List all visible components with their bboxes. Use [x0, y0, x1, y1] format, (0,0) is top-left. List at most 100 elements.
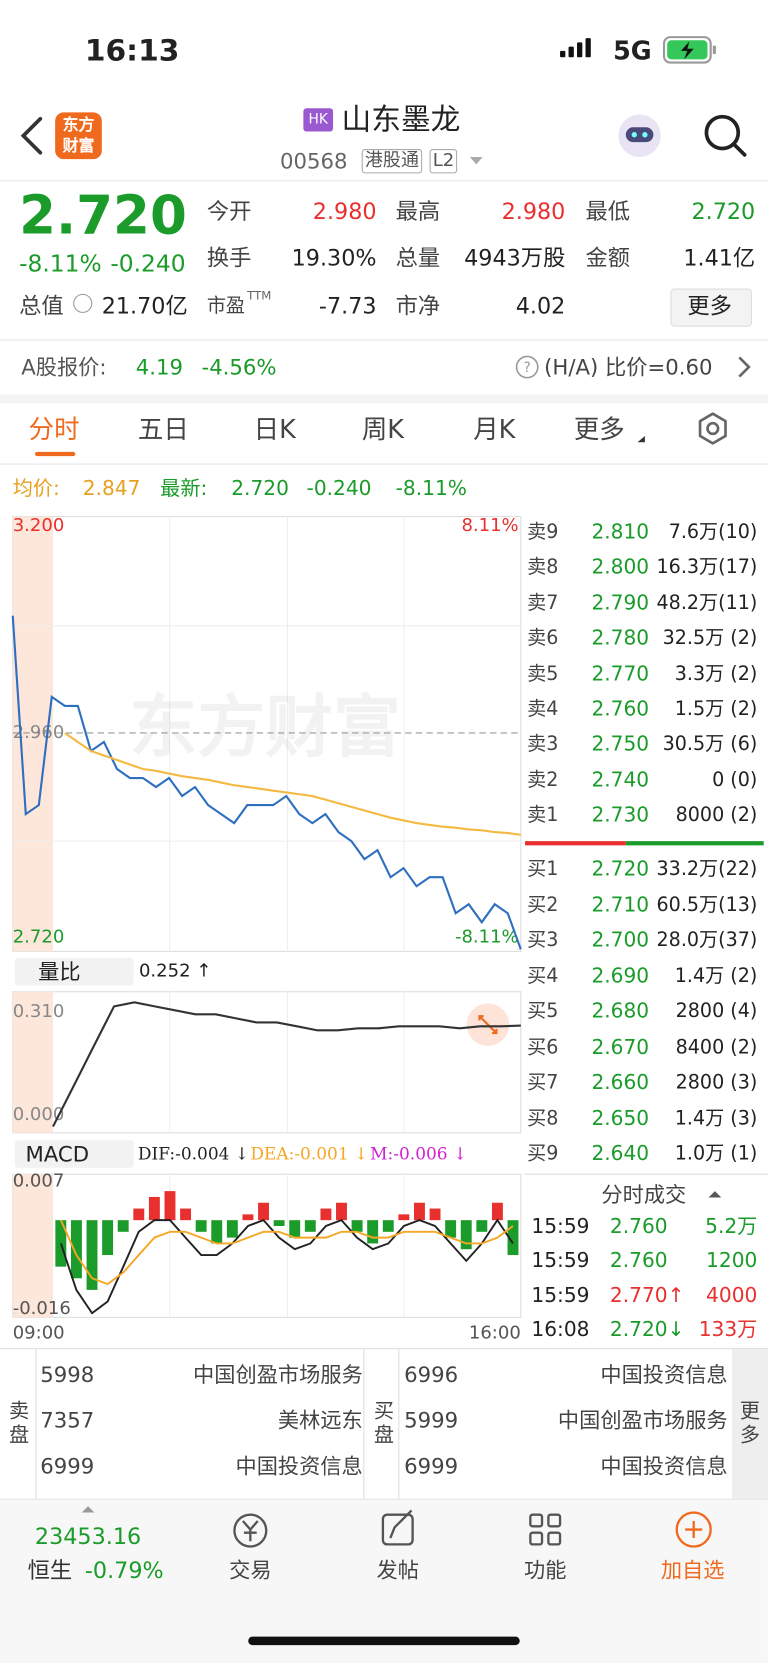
back-button[interactable]: [20, 116, 43, 155]
chevron[interactable]: [738, 356, 751, 378]
logo-text[interactable]: 财富: [62, 136, 95, 156]
more-button[interactable]: [670, 288, 753, 327]
index-name[interactable]: 恒生: [27, 1557, 73, 1584]
book-volume: 16.3万(17): [656, 556, 758, 579]
field-value: 2.720: [691, 198, 756, 225]
book-level: 卖5: [527, 662, 559, 685]
macd-bar: [133, 1208, 145, 1221]
assistant-avatar[interactable]: [618, 114, 661, 157]
dropdown-arrow[interactable]: [469, 156, 483, 165]
book-volume: 1.0万 (1): [674, 1142, 758, 1165]
avg-value: 2.847: [82, 476, 141, 501]
macd-bar: [413, 1202, 425, 1221]
book-price: 2.660: [591, 1070, 650, 1095]
add-watch-icon: [675, 1511, 712, 1548]
trade-volume: 5.2万: [705, 1215, 758, 1239]
sell-queue-label: 卖盘: [8, 1399, 30, 1447]
total-value-info[interactable]: [73, 293, 93, 313]
field-value: 2.980: [501, 198, 566, 225]
indicator-current: 0.252 ↑: [138, 960, 212, 982]
indicator-dropdown[interactable]: [14, 1140, 134, 1168]
stock-name: 山东墨龙: [341, 101, 461, 137]
macd-bar: [55, 1220, 67, 1267]
macd-bar: [476, 1220, 488, 1232]
tab[interactable]: 五日: [137, 414, 189, 445]
book-volume: 1.5万 (2): [674, 697, 758, 721]
nav-item[interactable]: 功能: [523, 1557, 567, 1583]
field-value: 2.980: [312, 198, 377, 225]
series-line: [60, 1219, 514, 1286]
indicator-dropdown[interactable]: [14, 957, 134, 986]
broker-more[interactable]: 更多: [739, 1399, 760, 1447]
header-divider: [0, 180, 768, 182]
book-price: 2.800: [591, 555, 650, 580]
broker-panel: [0, 1348, 768, 1500]
nav-item[interactable]: 发帖: [376, 1557, 419, 1583]
a-share-price: 4.19: [135, 354, 184, 380]
logo[interactable]: [55, 112, 102, 160]
nav-item[interactable]: 加自选: [660, 1557, 725, 1583]
book-level: 买5: [527, 1000, 559, 1023]
battery-icon: [662, 36, 716, 64]
tab[interactable]: 月K: [473, 414, 516, 445]
book-level: 卖1: [527, 804, 559, 827]
book-level: 买9: [527, 1142, 559, 1165]
y-tick-label: 0.007: [13, 1171, 65, 1192]
more-button-text[interactable]: 更多: [687, 293, 732, 319]
index-pct[interactable]: -0.79%: [84, 1557, 164, 1584]
macd-bar: [211, 1220, 223, 1244]
nav-item[interactable]: 交易: [229, 1557, 272, 1583]
settings-button[interactable]: [698, 412, 727, 445]
tab[interactable]: 更多: [573, 414, 625, 445]
book-price: 2.650: [591, 1106, 650, 1130]
last-price: 2.720: [19, 184, 187, 247]
book-price: 2.720: [591, 857, 650, 881]
trades-arrow: [708, 1191, 722, 1198]
broker-name: 中国创盈市场服务: [557, 1407, 728, 1434]
tab[interactable]: 周K: [361, 414, 404, 445]
orientation-button[interactable]: [478, 1015, 498, 1035]
broker-name: 中国投资信息: [600, 1453, 728, 1479]
trade-price: 2.760: [609, 1215, 668, 1239]
ha-ratio[interactable]: (H/A) 比价=0.60: [544, 354, 713, 380]
book-volume: 2800 (4): [675, 1000, 758, 1023]
search-button[interactable]: [704, 114, 747, 157]
last-value: 2.720: [231, 476, 289, 501]
tab[interactable]: 日K: [253, 414, 296, 445]
macd-bar: [180, 1208, 192, 1221]
a-share-label: A股报价:: [21, 354, 107, 380]
field-label: 市净: [395, 293, 441, 319]
macd-bar: [351, 1220, 363, 1232]
y-tick-label: 0.000: [13, 1104, 65, 1125]
book-level: 卖3: [527, 733, 559, 756]
book-price: 2.680: [591, 999, 650, 1024]
logo-text[interactable]: 东方: [62, 115, 95, 135]
book-volume: 60.5万(13): [656, 893, 758, 916]
macd-bar: [382, 1220, 394, 1232]
book-price: 2.640: [591, 1141, 650, 1166]
info-icon[interactable]: ?: [515, 355, 539, 379]
series-line: [52, 1001, 521, 1127]
book-volume: 1.4万 (2): [674, 964, 758, 987]
macd-bar: [102, 1220, 114, 1256]
field-value: -7.73: [318, 293, 377, 319]
trade-volume: 1200: [706, 1249, 758, 1273]
indicator-title[interactable]: MACD: [25, 1141, 90, 1167]
market-badge-text: HK: [308, 111, 328, 128]
trades-title[interactable]: 分时成交: [601, 1181, 687, 1208]
y-tick-label: 2.720: [13, 927, 65, 948]
book-price: 2.810: [591, 520, 650, 544]
book-price: 2.700: [591, 928, 650, 952]
field-value: 19.30%: [291, 245, 377, 272]
index-value[interactable]: 23453.16: [34, 1523, 142, 1550]
tab[interactable]: 分时: [28, 414, 80, 445]
indicator-title[interactable]: 量比: [38, 958, 81, 985]
x-tick-label: 16:00: [469, 1322, 521, 1343]
macd-bar: [336, 1202, 347, 1221]
broker-name: 美林远东: [277, 1407, 363, 1434]
book-price: 2.780: [591, 626, 650, 650]
change-pct: -8.11%: [19, 251, 102, 278]
broker-more-bg[interactable]: [731, 1349, 768, 1499]
macd-bar: [273, 1220, 285, 1226]
buy-queue-label: 买盘: [373, 1399, 395, 1447]
